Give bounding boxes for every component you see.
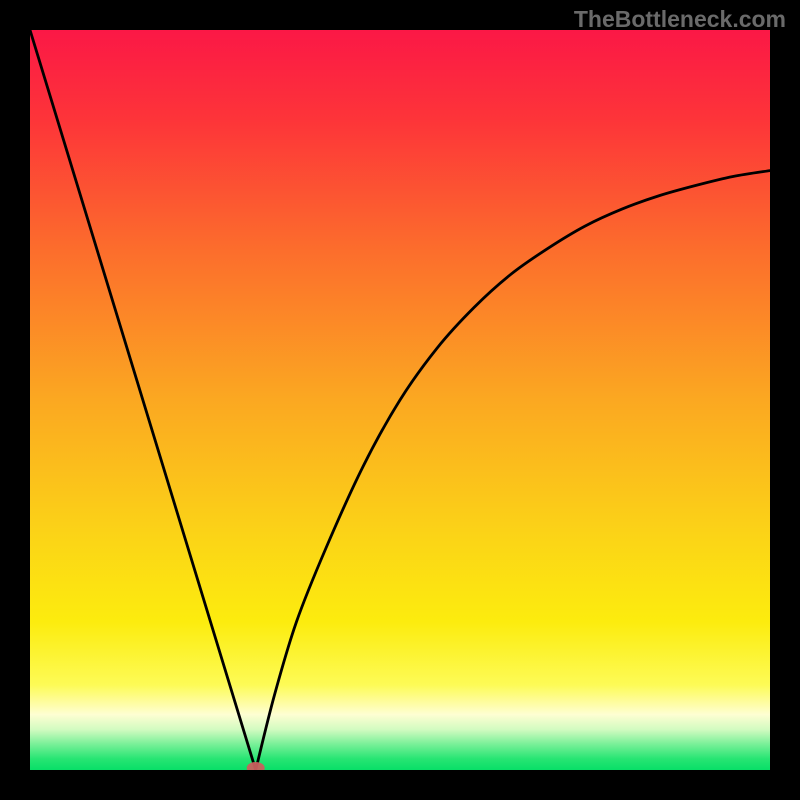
plot-area <box>30 30 770 770</box>
bottleneck-curve-chart <box>30 30 770 770</box>
watermark-text: TheBottleneck.com <box>574 6 786 33</box>
chart-container: TheBottleneck.com <box>0 0 800 800</box>
